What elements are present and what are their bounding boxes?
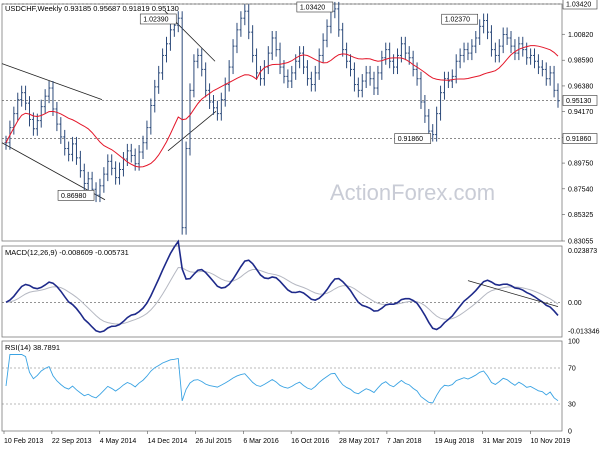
annotation-label: 1.02390 (143, 16, 168, 23)
price-tick-label: 0.87540 (568, 186, 593, 193)
annotation-box (139, 13, 177, 25)
x-tick-label: 22 Sep 2013 (52, 438, 92, 445)
annotation-box (296, 1, 334, 13)
x-tick-label: 6 Mar 2016 (243, 438, 279, 445)
macd-header: MACD(12,26,9) -0.008609 -0.005731 (5, 248, 129, 257)
macd-tick-label: -0.013346 (568, 329, 600, 336)
moving-average-line (5, 45, 559, 168)
level-label: 0.95130 (566, 98, 591, 105)
macd-label: MACD(12,26,9) (5, 248, 58, 257)
rsi-value: 38.7891 (33, 343, 60, 352)
price-tick-label: 0.83055 (568, 239, 593, 246)
macd-signal-value: -0.005731 (95, 248, 129, 257)
rsi-tick-label: 0 (568, 429, 572, 436)
symbol-label: USDCHF (5, 4, 37, 13)
x-tick-label: 14 Dec 2014 (148, 438, 188, 445)
level-box (562, 95, 598, 106)
trend-line (167, 110, 217, 152)
macd-signal-line (5, 266, 559, 325)
level-box (562, 0, 598, 10)
ohlc-open: 0.93185 (64, 4, 91, 13)
price-tick-label: 1.00820 (568, 32, 593, 39)
macd-panel-frame (1, 245, 563, 338)
rsi-panel-frame (1, 340, 563, 432)
price-tick-label: 0.85325 (568, 212, 593, 219)
rsi-header: RSI(14) 38.7891 (5, 343, 60, 352)
macd-trend-line (467, 280, 559, 308)
x-tick-label: 28 May 2017 (339, 438, 380, 445)
annotation-label: 1.03420 (300, 5, 325, 12)
price-tick-label: 0.98590 (568, 58, 593, 65)
rsi-line (5, 354, 559, 404)
macd-tick-label: 0.023873 (568, 248, 597, 255)
timeframe-label: Weekly (38, 4, 63, 13)
price-header: USDCHF,Weekly 0.93185 0.95687 0.91819 0.… (5, 4, 179, 13)
ohlc-close: 0.95130 (152, 4, 179, 13)
x-tick-label: 31 Mar 2019 (483, 438, 522, 445)
annotation-label: 0.86980 (61, 193, 86, 200)
x-tick-label: 16 Oct 2016 (291, 438, 329, 445)
macd-value: -0.008609 (59, 248, 93, 257)
price-panel-frame (1, 3, 563, 242)
annotation-box (441, 13, 479, 25)
x-tick-label: 10 Feb 2013 (4, 438, 43, 445)
ohlc-low: 0.91819 (123, 4, 150, 13)
annotation-label: 0.91860 (398, 136, 423, 143)
watermark: ActionForex.com (330, 180, 495, 205)
level-label: 1.03420 (566, 2, 591, 9)
annotation-box (57, 190, 95, 201)
price-tick-label: 0.94170 (568, 109, 593, 116)
price-tick-label: 0.89750 (568, 161, 593, 168)
rsi-label: RSI(14) (5, 343, 31, 352)
price-tick-label: 0.96380 (568, 83, 593, 90)
x-tick-label: 7 Jan 2018 (387, 438, 422, 445)
rsi-tick-label: 70 (568, 366, 576, 373)
level-box (562, 133, 598, 144)
macd-line (5, 239, 559, 333)
rsi-tick-label: 30 (568, 402, 576, 409)
macd-tick-label: 0.00 (568, 300, 582, 307)
x-tick-label: 26 Jul 2015 (195, 438, 231, 445)
x-tick-label: 4 May 2014 (100, 438, 137, 445)
level-label: 0.91860 (566, 136, 591, 143)
annotation-box (394, 133, 432, 144)
ohlc-high: 0.95687 (93, 4, 120, 13)
rsi-tick-label: 100 (568, 339, 580, 346)
x-tick-label: 19 Aug 2018 (435, 438, 474, 445)
annotation-label: 1.02370 (445, 17, 470, 24)
trend-line (1, 63, 103, 101)
x-tick-label: 10 Nov 2019 (530, 438, 570, 445)
